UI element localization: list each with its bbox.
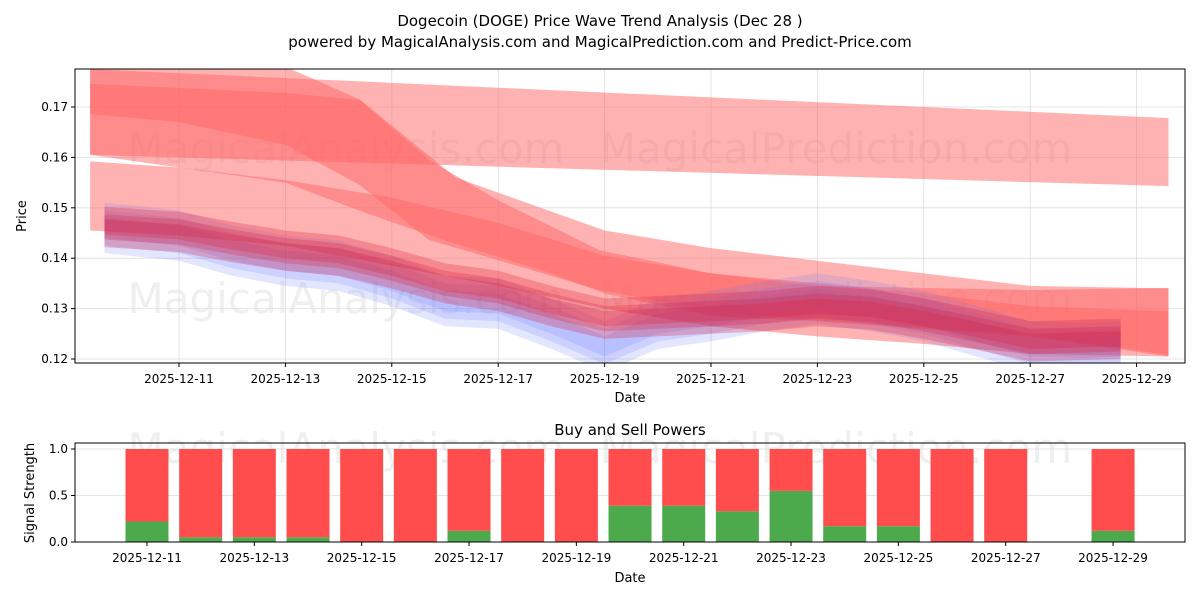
buy-bar (1091, 530, 1135, 542)
sell-bar (286, 449, 330, 538)
sell-bar (984, 449, 1028, 542)
sell-bar (876, 449, 920, 527)
x-tick-label: 2025-12-27 (971, 551, 1041, 565)
x-tick-label: 2025-12-27 (995, 372, 1065, 386)
buy-bar (179, 537, 223, 542)
forecast-band (90, 161, 1169, 357)
x-tick-label: 2025-12-15 (327, 551, 397, 565)
buy-bar (608, 505, 652, 542)
y-tick-label: 0.17 (41, 100, 68, 114)
x-tick-label: 2025-12-29 (1078, 551, 1148, 565)
sell-bar (393, 449, 437, 542)
x-tick-label: 2025-12-21 (649, 551, 719, 565)
sell-bar (554, 449, 598, 542)
sell-bar (179, 449, 223, 538)
y-tick-label: 0.5 (49, 489, 68, 503)
ensemble-band (104, 219, 1121, 349)
buy-bar (447, 530, 491, 542)
sell-bar (232, 449, 276, 538)
x-tick-label: 2025-12-19 (570, 372, 640, 386)
x-tick-label: 2025-12-23 (756, 551, 826, 565)
x-tick-label: 2025-12-17 (463, 372, 533, 386)
ensemble-band (104, 210, 1121, 363)
sell-bar (340, 449, 384, 542)
sell-bar (125, 449, 169, 522)
x-tick-label: 2025-12-23 (783, 372, 853, 386)
x-tick-label: 2025-12-25 (889, 372, 959, 386)
buy-bar (125, 521, 169, 542)
chart-subtitle: powered by MagicalAnalysis.com and Magic… (288, 33, 912, 51)
ensemble-band (104, 217, 1121, 358)
sell-bar (769, 449, 813, 491)
top-x-axis-label: Date (614, 391, 645, 406)
buy-bar (232, 537, 276, 542)
sell-bar (930, 449, 974, 542)
x-tick-label: 2025-12-29 (1102, 372, 1172, 386)
sell-bar (662, 449, 706, 506)
x-tick-label: 2025-12-21 (676, 372, 746, 386)
buy-bar (823, 526, 867, 542)
sell-bar (447, 449, 491, 531)
bottom-x-axis-label: Date (614, 571, 645, 586)
sell-bar (715, 449, 759, 512)
forecast-band (90, 83, 1169, 355)
x-tick-label: 2025-12-17 (434, 551, 504, 565)
buy-bar (769, 490, 813, 542)
buy-bar (662, 505, 706, 542)
x-tick-label: 2025-12-19 (541, 551, 611, 565)
y-tick-label: 1.0 (49, 442, 68, 456)
sell-bar (501, 449, 545, 542)
bottom-plot-frame (74, 442, 1186, 543)
y-tick-label: 0.13 (41, 302, 68, 316)
x-tick-label: 2025-12-11 (112, 551, 182, 565)
x-tick-label: 2025-12-15 (357, 372, 427, 386)
top-plot-frame (74, 68, 1186, 364)
y-tick-label: 0.14 (41, 251, 68, 265)
bottom-y-axis-label: Signal Strength (23, 443, 38, 543)
y-tick-label: 0.15 (41, 201, 68, 215)
x-tick-label: 2025-12-13 (251, 372, 321, 386)
y-tick-label: 0.0 (49, 535, 68, 549)
x-tick-label: 2025-12-13 (219, 551, 289, 565)
x-tick-label: 2025-12-11 (144, 372, 214, 386)
ensemble-band (104, 214, 1121, 354)
ensemble-band (104, 202, 1121, 363)
sell-bar (823, 449, 867, 527)
buy-bar (715, 511, 759, 542)
bottom-chart-title: Buy and Sell Powers (554, 421, 706, 439)
y-tick-label: 0.16 (41, 150, 68, 164)
sell-bar (1091, 449, 1135, 531)
y-tick-label: 0.12 (41, 352, 68, 366)
buy-bar (876, 526, 920, 542)
x-tick-label: 2025-12-25 (864, 551, 934, 565)
sell-bar (608, 449, 652, 506)
buy-bar (286, 537, 330, 542)
chart-title: Dogecoin (DOGE) Price Wave Trend Analysi… (397, 12, 802, 30)
top-y-axis-label: Price (15, 200, 30, 232)
ensemble-band (104, 206, 1121, 362)
